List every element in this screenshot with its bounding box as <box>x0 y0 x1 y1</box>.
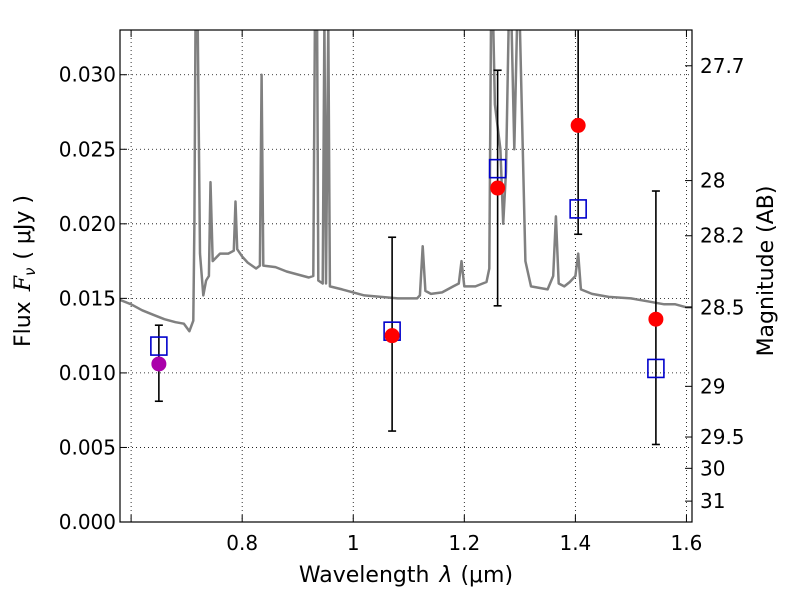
measured-point <box>384 328 400 344</box>
y-tick-label: 0.010 <box>59 361 116 385</box>
right-tick-label: 28.5 <box>700 295 745 319</box>
measured-point <box>490 180 506 196</box>
x-tick-label: 1.2 <box>448 531 480 555</box>
measured-point <box>570 117 586 133</box>
model-square-point <box>647 358 665 379</box>
y-tick-label: 0.005 <box>59 435 116 459</box>
y-tick-label: 0.025 <box>59 137 116 161</box>
x-tick-label: 1.6 <box>671 531 703 555</box>
right-tick-label: 29 <box>700 374 725 398</box>
right-tick-label: 29.5 <box>700 425 745 449</box>
right-tick-label: 31 <box>700 489 725 513</box>
y-tick-label: 0.030 <box>59 63 116 87</box>
model-square-point <box>569 199 587 219</box>
right-axis-label: Magnitude (AB) <box>754 186 779 357</box>
right-tick-label: 27.7 <box>700 54 745 78</box>
right-tick-label: 28 <box>700 169 725 193</box>
model-square-point <box>150 336 168 356</box>
y-axis-label: FluxFν( μJy ) <box>11 195 39 347</box>
y-tick-label: 0.000 <box>59 510 116 534</box>
measured-point <box>151 356 167 372</box>
y-tick-label: 0.015 <box>59 286 116 310</box>
x-axis-label: Wavelength λ (μm) <box>299 563 513 588</box>
model-square-point <box>488 158 507 179</box>
x-tick-label: 0.8 <box>226 531 258 555</box>
x-tick-label: 1 <box>347 531 360 555</box>
grid <box>120 30 692 523</box>
spectrum-line <box>120 30 692 333</box>
plot-frame <box>119 29 693 523</box>
x-tick-label: 1.4 <box>559 531 591 555</box>
right-tick-label: 28.2 <box>700 224 745 248</box>
measured-point <box>648 311 664 327</box>
y-tick-label: 0.020 <box>59 212 116 236</box>
right-tick-label: 30 <box>700 456 725 480</box>
